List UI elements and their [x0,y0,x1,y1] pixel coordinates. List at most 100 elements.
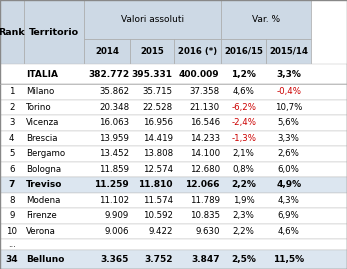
Text: 3.847: 3.847 [191,255,220,264]
Text: Bergamo: Bergamo [26,149,65,158]
Text: 6,9%: 6,9% [278,211,299,220]
Text: Var. %: Var. % [252,15,280,24]
Text: 1,2%: 1,2% [231,70,256,79]
Text: 14.419: 14.419 [143,134,173,143]
Text: 3.365: 3.365 [101,255,129,264]
Text: -6,2%: -6,2% [231,103,256,112]
Text: 12.574: 12.574 [143,165,173,174]
Text: 2,2%: 2,2% [231,180,256,189]
Text: Modena: Modena [26,196,60,205]
Bar [84,0,221,39]
Text: Milano: Milano [26,87,54,96]
Text: 400.009: 400.009 [179,70,220,79]
Text: 3,3%: 3,3% [278,134,300,143]
Text: 11.789: 11.789 [190,196,220,205]
Bar [0,115,347,131]
Text: 6: 6 [9,165,15,174]
Bar [221,0,311,39]
Bar [0,208,347,224]
Text: Vicenza: Vicenza [26,118,59,128]
Bar [0,131,347,146]
Text: 3.752: 3.752 [144,255,173,264]
Text: 9.422: 9.422 [148,227,173,236]
Text: 11.810: 11.810 [138,180,173,189]
Text: 16.063: 16.063 [99,118,129,128]
Bar [0,64,347,84]
Text: 3,3%: 3,3% [276,70,301,79]
Text: 395.331: 395.331 [132,70,173,79]
Text: 7: 7 [9,180,15,189]
Text: 4,6%: 4,6% [278,227,300,236]
Text: 10: 10 [6,227,17,236]
Bar [130,39,174,64]
Bar [221,39,266,64]
Text: 382.772: 382.772 [88,70,129,79]
Text: 13.808: 13.808 [143,149,173,158]
Text: 2015: 2015 [141,47,164,56]
Text: 5: 5 [9,149,15,158]
Text: 14.100: 14.100 [189,149,220,158]
Text: 13.959: 13.959 [99,134,129,143]
Text: 21.130: 21.130 [189,103,220,112]
Text: 22.528: 22.528 [143,103,173,112]
Text: Belluno: Belluno [26,255,64,264]
Text: ITALIA: ITALIA [26,70,58,79]
Bar [266,39,311,64]
Text: 0,8%: 0,8% [232,165,255,174]
Text: 2,6%: 2,6% [278,149,300,158]
Text: 9.909: 9.909 [105,211,129,220]
Bar [0,250,347,269]
Text: Torino: Torino [26,103,51,112]
Bar [84,39,130,64]
Text: 11.102: 11.102 [99,196,129,205]
Text: 9.006: 9.006 [104,227,129,236]
Text: 10,7%: 10,7% [275,103,302,112]
Text: 11,5%: 11,5% [273,255,304,264]
Text: ...: ... [8,240,16,249]
Text: 13.452: 13.452 [99,149,129,158]
Text: 1,9%: 1,9% [233,196,254,205]
Text: 1: 1 [9,87,15,96]
Text: 11.859: 11.859 [99,165,129,174]
Text: 37.358: 37.358 [189,87,220,96]
Text: Firenze: Firenze [26,211,57,220]
Text: 6,0%: 6,0% [278,165,300,174]
Text: 35.862: 35.862 [99,87,129,96]
Bar [0,84,347,100]
Text: 2016/15: 2016/15 [224,47,263,56]
Text: 2015/14: 2015/14 [269,47,308,56]
Text: 2,2%: 2,2% [232,227,255,236]
Text: 2,1%: 2,1% [232,149,255,158]
Text: 34: 34 [6,255,18,264]
Text: 4,3%: 4,3% [278,196,300,205]
Text: Verona: Verona [26,227,56,236]
Text: 10.835: 10.835 [189,211,220,220]
Text: -2,4%: -2,4% [231,118,256,128]
Text: Rank: Rank [0,27,25,37]
Text: Valori assoluti: Valori assoluti [121,15,184,24]
Text: 2014: 2014 [95,47,119,56]
Bar [0,146,347,162]
Bar [0,0,24,64]
Bar [0,224,347,239]
Text: 2,5%: 2,5% [231,255,256,264]
Text: 9.630: 9.630 [195,227,220,236]
Text: 4: 4 [9,134,15,143]
Text: 35.715: 35.715 [143,87,173,96]
Text: 12.066: 12.066 [185,180,220,189]
Text: 2,3%: 2,3% [232,211,255,220]
Text: 20.348: 20.348 [99,103,129,112]
Text: 16.956: 16.956 [143,118,173,128]
Text: 11.574: 11.574 [143,196,173,205]
Text: 11.259: 11.259 [94,180,129,189]
Text: 9: 9 [9,211,15,220]
Text: Bologna: Bologna [26,165,61,174]
Text: 14.233: 14.233 [189,134,220,143]
Text: Brescia: Brescia [26,134,57,143]
Text: 3: 3 [9,118,15,128]
Text: 16.546: 16.546 [189,118,220,128]
Text: -1,3%: -1,3% [231,134,256,143]
Text: Territorio: Territorio [29,27,79,37]
Bar [0,239,347,250]
Text: 10.592: 10.592 [143,211,173,220]
